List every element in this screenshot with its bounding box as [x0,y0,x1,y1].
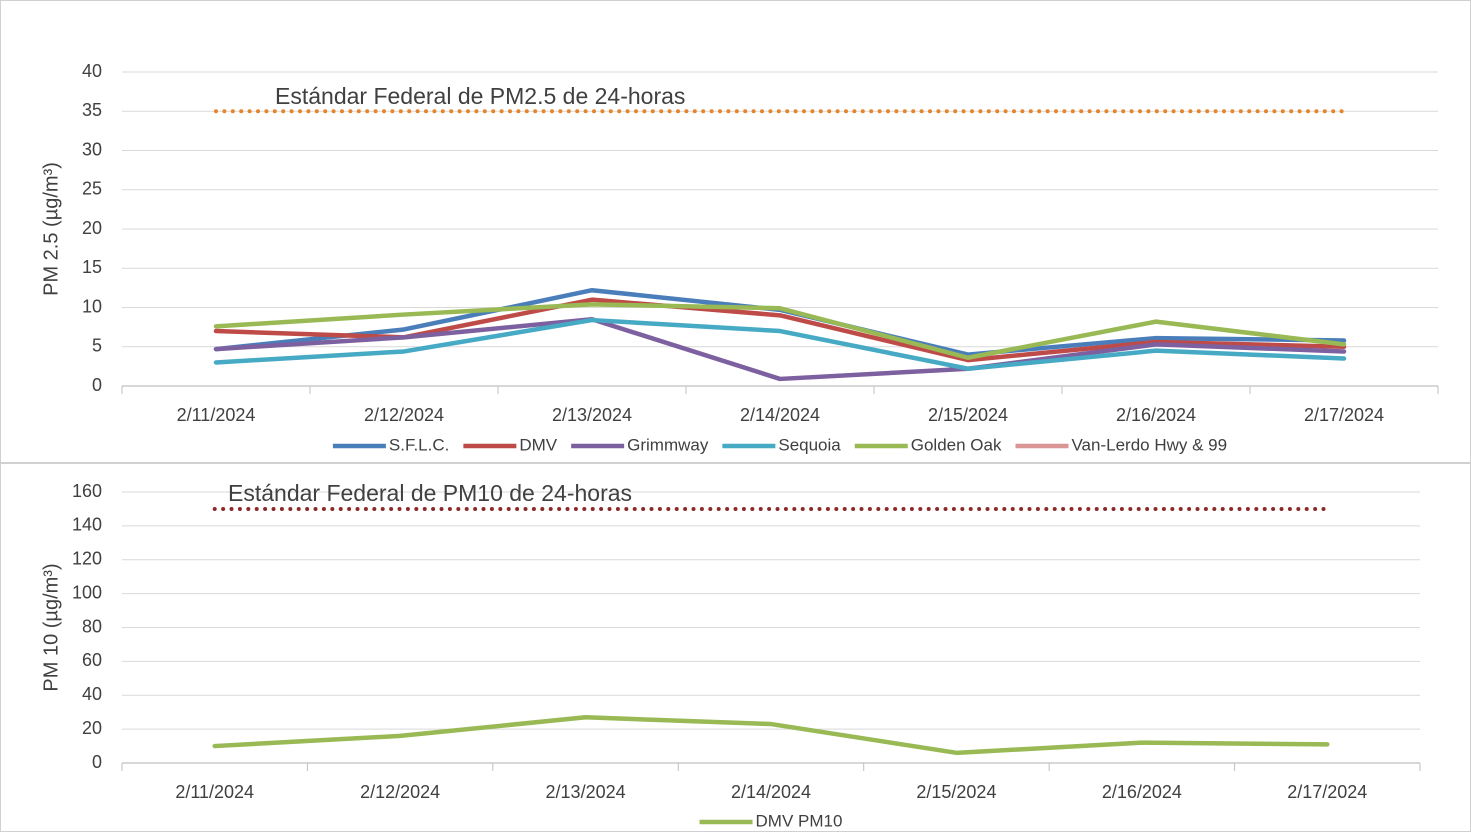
x-tick-label: 2/14/2024 [731,782,811,802]
y-tick-label: 140 [72,515,102,535]
x-tick-label: 2/11/2024 [175,782,254,802]
y-tick-label: 160 [72,481,102,501]
y-tick-label: 40 [82,61,102,81]
x-tick-label: 2/14/2024 [740,405,820,425]
y-tick-label: 0 [92,375,102,395]
y-axis-title: PM 2.5 (µg/m³) [40,162,62,296]
chart-frame [0,463,1471,832]
legend-label: Sequoia [778,435,841,454]
y-tick-label: 120 [72,549,102,569]
y-axis-title: PM 10 (µg/m³) [40,563,62,691]
reference-label: Estándar Federal de PM2.5 de 24-horas [275,83,685,109]
x-tick-label: 2/17/2024 [1304,405,1384,425]
x-tick-label: 2/12/2024 [360,782,440,802]
x-tick-label: 2/15/2024 [916,782,996,802]
x-tick-label: 2/11/2024 [177,405,256,425]
legend-label: S.F.L.C. [389,435,449,454]
x-tick-label: 2/17/2024 [1287,782,1367,802]
y-tick-label: 5 [92,336,102,356]
y-tick-label: 10 [82,296,102,316]
series-line [213,317,1347,382]
y-tick-label: 30 [82,139,102,159]
x-tick-label: 2/13/2024 [552,405,632,425]
y-tick-label: 20 [82,718,102,738]
x-tick-label: 2/15/2024 [928,405,1008,425]
x-tick-label: 2/13/2024 [546,782,626,802]
legend-label: Grimmway [627,435,709,454]
y-tick-label: 15 [82,257,102,277]
x-tick-label: 2/16/2024 [1102,782,1182,802]
series-line [212,715,1330,756]
legend-label: Van-Lerdo Hwy & 99 [1071,435,1227,454]
y-tick-label: 60 [82,650,102,670]
legend-label: DMV [519,435,557,454]
y-tick-label: 100 [72,582,102,602]
y-tick-label: 0 [92,752,102,772]
series-line [213,302,1347,360]
series-line [213,317,1347,371]
x-tick-label: 2/12/2024 [364,405,444,425]
x-tick-label: 2/16/2024 [1116,405,1196,425]
legend-label: Golden Oak [911,435,1002,454]
y-tick-label: 35 [82,100,102,120]
y-tick-label: 40 [82,684,102,704]
reference-label: Estándar Federal de PM10 de 24-horas [228,480,632,506]
y-tick-label: 20 [82,218,102,238]
y-tick-label: 25 [82,179,102,199]
y-tick-label: 80 [82,616,102,636]
legend-label: DMV PM10 [756,811,843,830]
